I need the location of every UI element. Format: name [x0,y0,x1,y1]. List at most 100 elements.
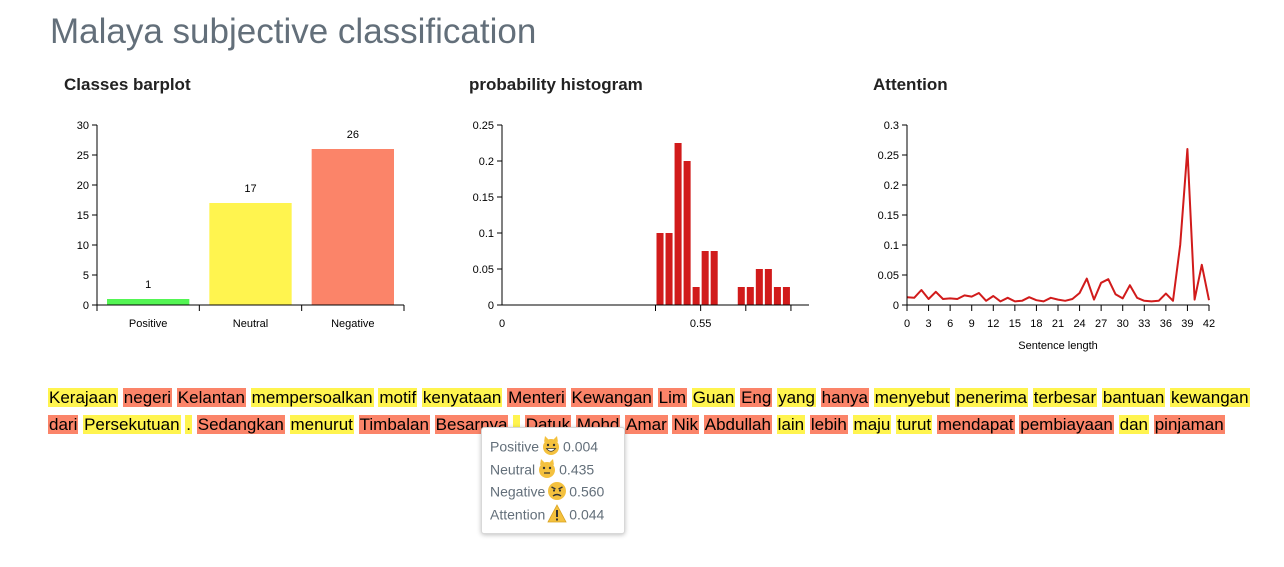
bar-value-label: 17 [244,183,256,195]
histogram-bar [656,233,664,305]
histogram-bar [692,287,700,305]
probability-histogram: 0 0.55 0 0.05 0.1 0.15 0.2 0.25 [473,120,809,330]
x-tick-label: 42 [1203,318,1215,330]
histogram-bar [737,287,745,305]
sentence-token[interactable]: Guan [691,388,736,407]
y-tick-label: 0.25 [473,120,494,132]
sentence-token[interactable]: kewangan [1170,388,1250,407]
barplot-title: Classes barplot [64,75,191,94]
sentence-token[interactable]: negeri [122,388,173,407]
sentence-token[interactable]: kenyataan [421,388,503,407]
sentence-token[interactable]: dari [48,415,79,434]
sentence-token[interactable]: menurut [289,415,354,434]
sentence-token[interactable]: mendapat [936,415,1015,434]
sentence-token[interactable]: pinjaman [1153,415,1225,434]
y-tick-label: 0.15 [878,210,899,222]
histogram-bar [665,233,673,305]
sentence-token[interactable]: pembiayaan [1019,415,1114,434]
sentence-token[interactable]: Lim [657,388,688,407]
sentence-token[interactable]: penerima [955,388,1029,407]
histogram-bar [773,287,781,305]
y-tick-label: 30 [77,120,89,132]
sentence-token[interactable]: yang [777,388,816,407]
attention-line-chart: 0 3 6 9 12 15 18 21 24 27 30 33 36 39 4200.050.10.150.… [878,120,1216,352]
sentence-token[interactable]: lain [776,415,806,434]
page-title: Malaya subjective classification [50,12,537,51]
x-tick-label: 30 [1117,318,1129,330]
attention-series-line [906,148,1210,303]
sentence-token[interactable]: mempersoalkan [250,388,374,407]
histogram-bar [755,269,763,305]
warning-icon [547,503,567,523]
sentence-token[interactable]: terbesar [1032,388,1098,407]
y-tick-label: 10 [77,240,89,252]
y-tick-label: 0.15 [473,192,494,204]
x-tick-label: 24 [1073,318,1085,330]
y-tick-label: 0.25 [878,150,899,162]
sentence-token[interactable]: bantuan [1101,388,1166,407]
sentence-token[interactable]: motif [378,388,418,407]
sentence-token[interactable]: Kelantan [176,388,246,407]
sentence-token[interactable]: maju [852,415,892,434]
histogram-bar [746,287,754,305]
sentence-token[interactable]: Abdullah [703,415,772,434]
sentence-token[interactable]: Kerajaan [48,388,119,407]
sentence-token[interactable]: turut [896,415,933,434]
x-tick-label: Positive [129,318,168,330]
sentence-token[interactable]: dan [1118,415,1149,434]
sentence-token[interactable]: Nik [672,415,700,434]
sentence-token[interactable]: Sedangkan [196,415,285,434]
sentence-token[interactable]: Eng [740,388,773,407]
tooltip-value: 0.435 [559,460,595,477]
y-tick-label: 0.05 [473,264,494,276]
sentence-token[interactable]: Timbalan [358,415,430,434]
x-tick-label: 39 [1181,318,1193,330]
tooltip-row-attention: Attention 0.044 [490,502,604,524]
sentence-token[interactable]: , [513,415,520,434]
sentence-token[interactable]: menyebut [873,388,951,407]
tooltip-value: 0.044 [569,505,605,522]
angry-face-icon [548,482,567,501]
histogram-bar [710,251,718,305]
x-tick-label: 3 [926,318,932,330]
sentence-token[interactable]: . [185,415,193,434]
sentence-token[interactable]: Kewangan [570,388,653,407]
x-axis-label: Sentence length [1018,340,1098,352]
x-tick-label: 0 [904,318,910,330]
y-tick-label: 0 [893,300,899,312]
y-tick-label: 5 [83,270,89,282]
tooltip-row-positive: Positive 0.004 [490,434,598,456]
x-tick-label: 18 [1030,318,1042,330]
y-tick-label: 0.2 [884,180,899,192]
bar-value-label: 1 [145,279,151,291]
token-tooltip: Positive 0.004 Neutral 0.435 Negative 0.560 At… [481,427,625,534]
x-tick-label: 0.55 [690,318,711,330]
x-tick-label: Negative [331,318,374,330]
tooltip-row-neutral: Neutral 0.435 [490,457,594,479]
y-tick-label: 25 [77,150,89,162]
highlighted-sentence: Kerajaan negeri Kelantan mempersoalkan m… [48,384,1268,438]
sentence-token[interactable]: Persekutuan [83,415,181,434]
attention-title: Attention [873,75,948,94]
sentence-token[interactable]: Menteri [507,388,566,407]
tooltip-label: Attention [490,505,546,522]
x-tick-label: 6 [947,318,953,330]
x-tick-label: 21 [1052,318,1064,330]
x-tick-label: 36 [1160,318,1172,330]
x-tick-label: 15 [1009,318,1021,330]
x-tick-label: 33 [1138,318,1150,330]
histogram-bar [701,251,709,305]
tooltip-value: 0.560 [569,483,605,500]
histogram-bar [683,161,691,305]
grinning-cat-icon [543,436,560,456]
y-tick-label: 0.2 [479,156,494,168]
bar-positive [107,299,190,305]
sentence-token[interactable]: hanya [820,388,869,407]
neutral-cat-icon [539,458,556,478]
tooltip-row-negative: Negative 0.560 [490,479,604,501]
tooltip-value: 0.004 [563,438,599,455]
y-tick-label: 0 [488,300,494,312]
classes-barplot: 1 Positive 17 Neutral 26 Negative 0 5 10 15 20 25 30 [77,120,405,330]
sentence-token[interactable]: Amar [625,415,668,434]
sentence-token[interactable]: lebih [809,415,848,434]
